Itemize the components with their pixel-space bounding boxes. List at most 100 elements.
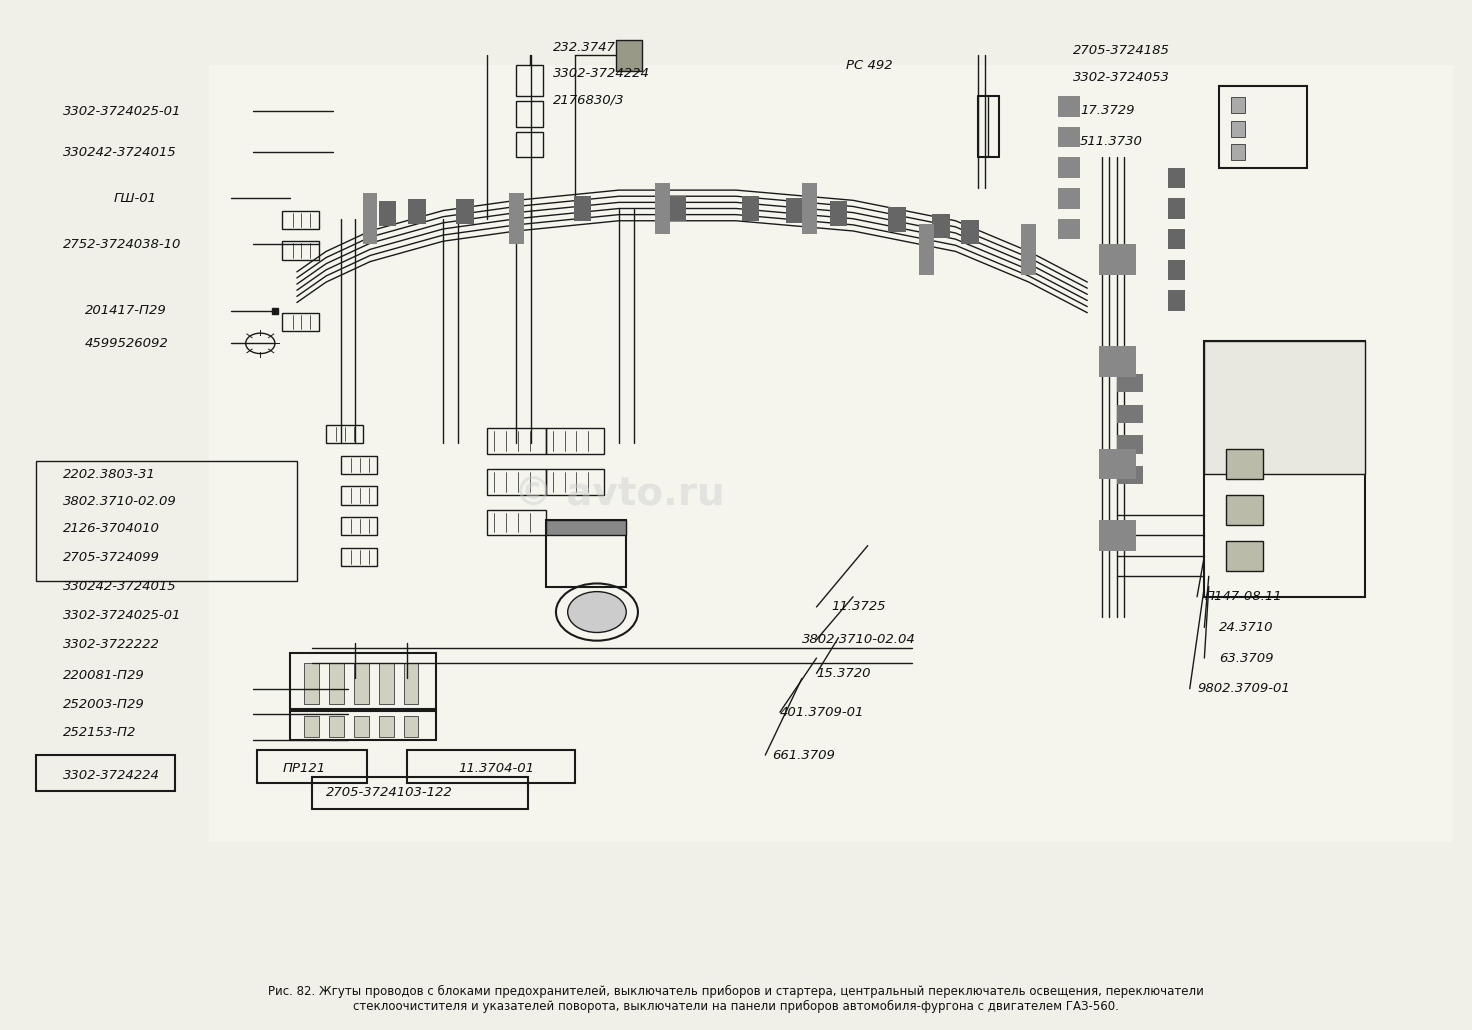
Bar — [290, 711, 436, 740]
Text: 3802.3710-02.04: 3802.3710-02.04 — [802, 633, 916, 646]
Bar — [342, 455, 377, 474]
Bar — [37, 755, 175, 791]
Bar — [1058, 188, 1080, 208]
Bar — [487, 469, 546, 494]
Text: 220081-П29: 220081-П29 — [63, 668, 144, 682]
Bar — [802, 183, 817, 234]
Bar — [1226, 494, 1263, 525]
Bar — [655, 183, 670, 234]
Text: 63.3709: 63.3709 — [1219, 652, 1273, 664]
Bar — [1117, 436, 1142, 453]
Bar — [258, 750, 367, 783]
Bar — [742, 197, 760, 220]
Bar — [888, 207, 905, 232]
Bar — [1204, 341, 1366, 596]
Bar — [290, 653, 436, 709]
Bar — [378, 201, 396, 226]
Text: 3302-3724224: 3302-3724224 — [63, 769, 159, 782]
Text: 11.3704-01: 11.3704-01 — [458, 762, 534, 775]
Bar — [312, 777, 528, 810]
Bar — [408, 200, 425, 224]
Text: 2705-3724103-122: 2705-3724103-122 — [327, 786, 453, 799]
Bar — [327, 425, 362, 444]
Bar — [403, 663, 418, 705]
Text: П147-08.11: П147-08.11 — [1204, 590, 1282, 604]
Bar — [919, 224, 933, 275]
Text: 2202.3803-31: 2202.3803-31 — [63, 468, 156, 481]
Text: 2176830/3: 2176830/3 — [553, 94, 624, 107]
Bar — [406, 750, 576, 783]
Text: 3302-3722222: 3302-3722222 — [63, 639, 159, 651]
Bar — [1204, 341, 1366, 474]
Bar — [517, 101, 543, 127]
Bar — [283, 313, 319, 331]
Bar — [1058, 96, 1080, 116]
Bar — [546, 520, 626, 536]
Text: 3302-3724053: 3302-3724053 — [1073, 71, 1170, 84]
Bar — [456, 200, 474, 224]
Text: 3302-3724025-01: 3302-3724025-01 — [63, 105, 181, 118]
Bar — [546, 520, 626, 586]
Bar — [1100, 346, 1135, 377]
Text: 2126-3704010: 2126-3704010 — [63, 522, 159, 535]
Bar — [546, 469, 605, 494]
Bar — [487, 428, 546, 453]
Bar — [574, 197, 592, 220]
Bar — [378, 716, 393, 736]
Text: 9802.3709-01: 9802.3709-01 — [1197, 682, 1289, 695]
Text: 511.3730: 511.3730 — [1080, 135, 1142, 147]
Bar — [1167, 229, 1185, 249]
Text: Рис. 82. Жгуты проводов с блоками предохранителей, выключатель приборов и старте: Рис. 82. Жгуты проводов с блоками предох… — [268, 985, 1204, 1014]
Text: 330242-3724015: 330242-3724015 — [63, 580, 177, 593]
Text: 24.3710: 24.3710 — [1219, 621, 1273, 633]
Bar — [615, 40, 642, 71]
Bar — [305, 716, 319, 736]
Bar — [330, 716, 344, 736]
Bar — [305, 663, 319, 705]
Bar — [668, 197, 686, 220]
Bar — [403, 716, 418, 736]
Bar — [1231, 97, 1245, 113]
Bar — [1226, 449, 1263, 479]
Text: © avto.ru: © avto.ru — [514, 476, 724, 514]
Bar — [209, 66, 1453, 842]
Bar — [1226, 541, 1263, 572]
Bar — [932, 213, 949, 238]
Bar — [283, 210, 319, 229]
Text: 2705-3724185: 2705-3724185 — [1073, 43, 1170, 57]
Bar — [1167, 290, 1185, 311]
Text: 252003-П29: 252003-П29 — [63, 697, 144, 711]
Circle shape — [568, 591, 626, 632]
Text: 401.3709-01: 401.3709-01 — [780, 706, 864, 719]
Text: 3302-3724025-01: 3302-3724025-01 — [63, 609, 181, 622]
Text: 330242-3724015: 330242-3724015 — [63, 146, 177, 159]
Text: 201417-П29: 201417-П29 — [85, 304, 166, 317]
Bar — [1100, 520, 1135, 551]
Bar — [1167, 199, 1185, 218]
Text: РС 492: РС 492 — [846, 59, 892, 72]
Bar — [330, 663, 344, 705]
Bar — [517, 132, 543, 158]
Text: 2752-3724038-10: 2752-3724038-10 — [63, 238, 181, 250]
Bar — [353, 663, 368, 705]
Bar — [1022, 224, 1036, 275]
Bar — [546, 428, 605, 453]
Bar — [1219, 85, 1307, 168]
Text: 3302-3724224: 3302-3724224 — [553, 67, 651, 80]
Bar — [509, 194, 524, 244]
Bar — [786, 199, 804, 222]
Bar — [1100, 244, 1135, 275]
Text: 11.3725: 11.3725 — [832, 600, 886, 614]
Bar — [1231, 144, 1245, 161]
Bar — [342, 486, 377, 505]
Text: 2705-3724099: 2705-3724099 — [63, 551, 159, 564]
Text: 15.3720: 15.3720 — [817, 666, 871, 680]
Bar — [362, 194, 377, 244]
Bar — [1058, 127, 1080, 147]
Bar — [1058, 158, 1080, 178]
Text: 661.3709: 661.3709 — [773, 749, 836, 761]
Bar — [37, 460, 297, 581]
Text: ПР121: ПР121 — [283, 762, 325, 775]
Bar — [342, 548, 377, 566]
Text: ГШ-01: ГШ-01 — [113, 192, 158, 205]
